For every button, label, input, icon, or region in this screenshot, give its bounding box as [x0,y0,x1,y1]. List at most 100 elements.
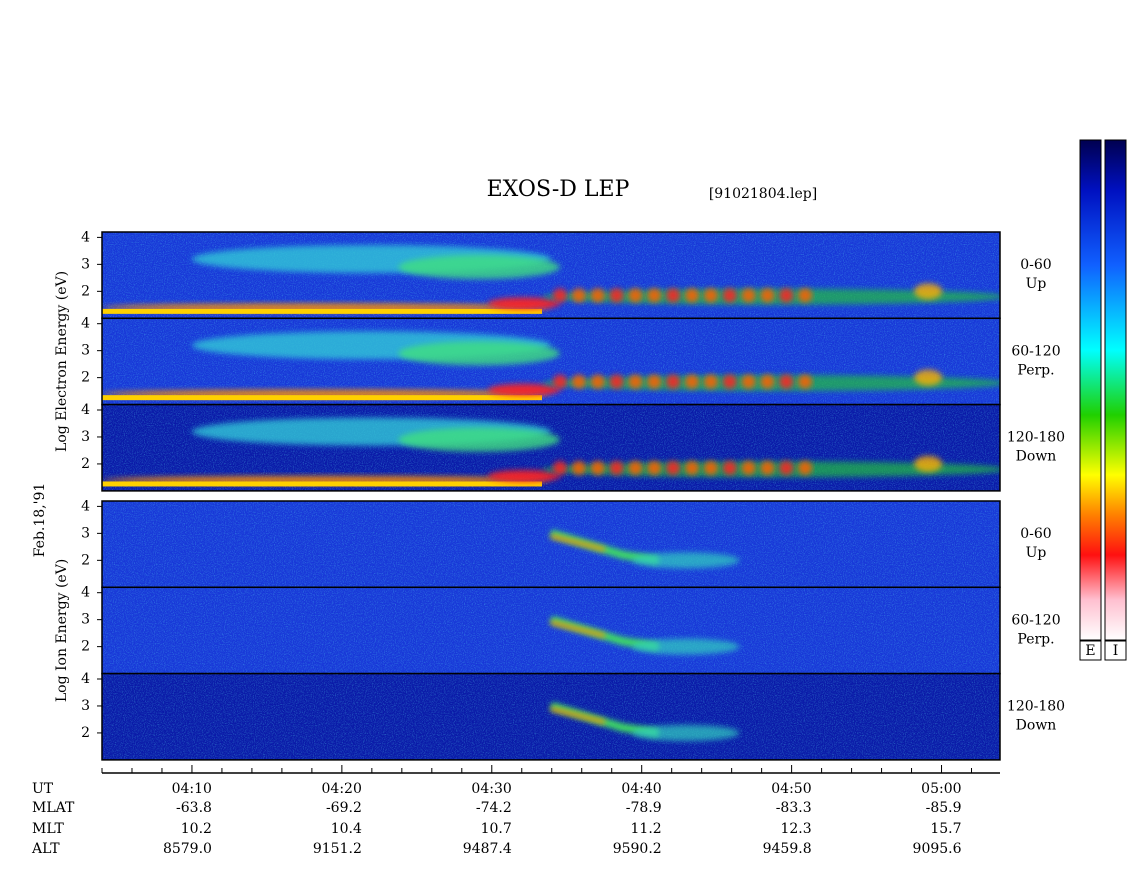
ephemeris-value: 8579.0 [163,841,212,857]
spectrum-blob [628,460,643,475]
ephemeris-label: ALT [31,841,60,857]
chart-subtitle: [91021804.lep] [709,186,817,202]
panel-label: Up [1026,545,1047,561]
panel-border [101,672,1001,761]
spectrum-blob [703,288,718,303]
spectrum-blob [914,369,943,386]
x-tick-label: 04:50 [771,781,811,797]
spectrum-blob [609,374,624,389]
x-tick-label: 04:30 [471,781,511,797]
colorbar [1104,139,1127,641]
spectrum-blob [398,341,560,366]
spectrum [102,673,1000,760]
ephemeris-value: -69.2 [326,800,362,816]
chart-title: EXOS-D LEP [487,177,630,202]
spectrum [102,404,1000,491]
spectrum-blob [552,374,567,389]
spectrum-blob [590,460,605,475]
y-tick-label: 3 [81,698,90,714]
panel-label: 0-60 [1020,257,1051,273]
y-axis-title: Log Ion Energy (eV) [54,559,70,702]
spectrum-blob [914,455,943,472]
y-tick-label: 4 [81,498,90,514]
ephemeris-value: 11.2 [631,821,662,837]
y-tick-label: 4 [81,671,90,687]
ephemeris-value: 10.2 [181,821,212,837]
spectrum-blob [666,374,681,389]
low-band [102,395,543,401]
spectrum-blob [703,374,718,389]
spectrum-blob [779,460,794,475]
ion-core [550,706,606,725]
panel [101,500,1001,589]
date-label: Feb.18,'91 [32,483,48,558]
y-tick-label: 2 [81,725,90,741]
panel-label: 120-180 [1007,430,1065,446]
spectrum-blob [779,374,794,389]
spectrum-blob [703,460,718,475]
x-tick-label: 04:40 [621,781,661,797]
spectrum-blob [722,288,737,303]
panel-label: 0-60 [1020,526,1051,542]
spectrum-blob [722,460,737,475]
spectrum-blob [914,283,943,300]
panel-label: Perp. [1017,362,1054,378]
spectrum-blob [684,460,699,475]
ephemeris-value: 9151.2 [313,841,362,857]
spectrum-blob [571,288,586,303]
spectrum-blob [741,460,756,475]
y-tick-label: 3 [81,612,90,628]
x-tick-label: 04:20 [322,781,362,797]
spectrum-blob [631,724,740,741]
ephemeris-value: 10.4 [331,821,362,837]
low-band [102,481,543,487]
spectrum-blob [760,460,775,475]
ephemeris-value: -83.3 [776,800,812,816]
panel-border [101,403,1001,492]
spectrum-blob [647,460,662,475]
spectrum-blob [741,374,756,389]
colorbar-label: E [1085,643,1095,659]
panel-label: Down [1016,449,1057,465]
y-tick-label: 3 [81,343,90,359]
spectrum-blob [571,374,586,389]
panel-label: 60-120 [1011,612,1060,628]
y-tick-label: 2 [81,552,90,568]
spectrum-blob [798,288,813,303]
spectrum [102,501,1000,588]
ion-core [550,534,606,552]
spectrum-blob [398,255,560,280]
ephemeris-value: 12.3 [780,821,811,837]
spectrum-blob [571,460,586,475]
spectrum-blob [552,288,567,303]
y-tick-label: 4 [81,402,90,418]
panel [101,317,1001,406]
panel-label: Perp. [1017,631,1054,647]
x-tick-label: 05:00 [921,781,961,797]
spectrum-blob [798,374,813,389]
ephemeris-value: 15.7 [930,821,961,837]
noise [102,673,1000,760]
y-tick-label: 2 [81,370,90,386]
spectrum-blob [488,297,560,310]
spectrum-blob [684,288,699,303]
spectrum-blob [398,427,560,452]
spectrum-blob [590,288,605,303]
ephemeris-value: 10.7 [481,821,512,837]
spectrum-blob [631,552,740,569]
spectrum [102,232,1000,319]
spectrum-blob [760,288,775,303]
colorbar-label-box [1079,640,1102,661]
panel [101,586,1001,675]
panel [101,672,1001,761]
x-tick-label: 04:10 [172,781,212,797]
ephemeris-value: -78.9 [626,800,662,816]
ephemeris-label: MLAT [32,800,75,816]
spectrum-blob [609,288,624,303]
spectrum-blob [631,638,740,655]
y-tick-label: 3 [81,525,90,541]
panel-label: 60-120 [1011,343,1060,359]
spectrum [102,318,1000,405]
spectrum-blob [741,288,756,303]
